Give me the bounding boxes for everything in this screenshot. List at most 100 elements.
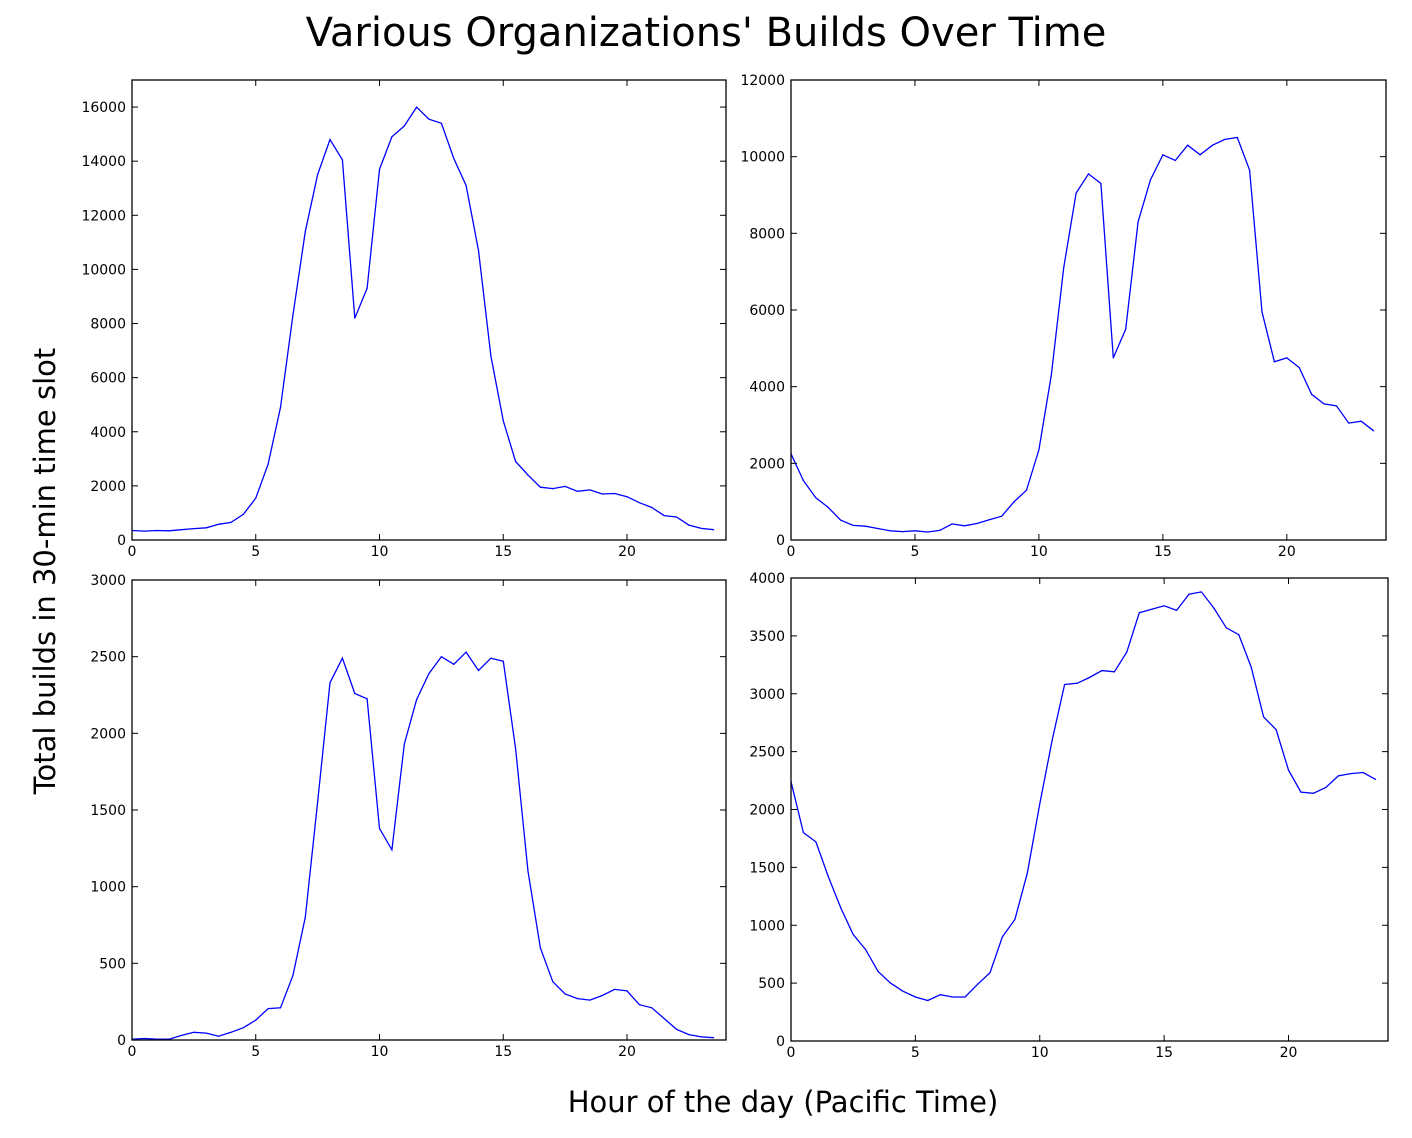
data-point xyxy=(1275,729,1277,731)
y-tick-label: 2500 xyxy=(749,745,785,761)
x-tick-label: 20 xyxy=(618,544,636,560)
data-point xyxy=(1126,651,1128,653)
data-point xyxy=(926,531,929,533)
data-point xyxy=(638,502,641,504)
y-tick-label: 10000 xyxy=(81,262,126,278)
data-point xyxy=(391,136,393,138)
data-point xyxy=(976,522,978,525)
series-line xyxy=(790,591,1376,1002)
data-point xyxy=(1200,591,1202,593)
data-point xyxy=(502,420,504,422)
data-point xyxy=(601,994,603,997)
series-line xyxy=(131,651,714,1040)
data-point xyxy=(1286,357,1288,359)
data-point xyxy=(1311,393,1313,395)
data-point xyxy=(1249,169,1251,171)
data-point xyxy=(1039,803,1041,805)
data-point xyxy=(1174,159,1176,162)
data-point xyxy=(1176,609,1178,612)
data-point xyxy=(304,230,306,233)
data-point xyxy=(939,529,941,532)
data-point xyxy=(802,832,805,834)
data-point xyxy=(440,656,442,658)
data-point xyxy=(1064,683,1066,686)
data-point xyxy=(651,506,653,509)
data-point xyxy=(564,485,566,487)
data-point xyxy=(502,660,504,662)
x-tick-label: 20 xyxy=(1280,1045,1298,1061)
x-tick-label: 0 xyxy=(787,544,796,560)
data-point xyxy=(428,118,430,120)
y-tick-label: 3500 xyxy=(749,629,785,645)
data-point xyxy=(267,463,269,465)
data-point xyxy=(1373,430,1375,432)
data-point xyxy=(626,496,628,498)
data-point xyxy=(1113,671,1115,673)
data-point xyxy=(614,492,616,495)
data-point xyxy=(1323,403,1325,405)
data-point xyxy=(864,525,867,527)
data-point xyxy=(193,528,195,530)
data-point xyxy=(1261,311,1263,313)
x-tick-label: 0 xyxy=(787,1045,796,1061)
data-point xyxy=(889,530,891,532)
x-tick-label: 20 xyxy=(618,1044,636,1060)
data-point xyxy=(902,990,904,992)
data-point xyxy=(802,480,805,482)
data-point xyxy=(515,460,517,463)
data-point xyxy=(341,159,343,161)
data-point xyxy=(539,947,542,949)
data-point xyxy=(713,529,715,531)
data-point xyxy=(1087,173,1090,175)
data-point xyxy=(143,1037,145,1040)
data-point xyxy=(688,1034,690,1036)
data-point xyxy=(589,489,591,491)
data-point xyxy=(205,527,207,529)
data-point xyxy=(453,157,455,160)
x-tick-label: 15 xyxy=(494,544,512,560)
y-tick-label: 2000 xyxy=(90,479,126,495)
y-tick-label: 4000 xyxy=(90,425,126,441)
y-tick-label: 1000 xyxy=(749,918,785,934)
data-point xyxy=(354,692,356,695)
data-point xyxy=(1001,515,1003,517)
data-point xyxy=(143,530,145,532)
data-point xyxy=(576,998,579,1000)
data-point xyxy=(391,849,393,851)
data-point xyxy=(1101,670,1103,672)
data-point xyxy=(440,122,442,124)
data-point xyxy=(638,1004,641,1006)
y-tick-label: 1000 xyxy=(90,880,126,896)
data-point xyxy=(416,106,418,108)
data-point xyxy=(1225,627,1227,629)
data-point xyxy=(205,1032,207,1034)
data-point xyxy=(378,827,381,830)
data-point xyxy=(329,138,331,141)
data-point xyxy=(1375,778,1377,781)
data-point xyxy=(1188,593,1190,595)
y-tick-label: 8000 xyxy=(749,226,785,242)
data-point xyxy=(663,1017,665,1020)
x-tick-label: 15 xyxy=(494,1044,512,1060)
x-tick-label: 0 xyxy=(128,1044,137,1060)
data-point xyxy=(815,497,817,499)
data-point xyxy=(416,699,418,701)
y-tick-label: 14000 xyxy=(81,154,126,170)
data-point xyxy=(927,999,929,1002)
y-tick-label: 0 xyxy=(117,1033,126,1049)
data-point xyxy=(1287,769,1290,771)
y-tick-label: 4000 xyxy=(749,380,785,396)
data-point xyxy=(465,651,467,653)
data-point xyxy=(840,519,842,521)
y-tick-label: 2000 xyxy=(749,456,785,472)
data-point xyxy=(675,516,678,518)
x-tick-label: 5 xyxy=(251,544,260,560)
data-point xyxy=(292,975,294,977)
data-point xyxy=(1025,489,1028,491)
data-point xyxy=(663,515,665,517)
y-tick-label: 10000 xyxy=(740,150,785,166)
data-point xyxy=(1076,682,1078,684)
data-point xyxy=(1050,374,1052,376)
y-tick-label: 12000 xyxy=(740,73,785,89)
y-tick-label: 8000 xyxy=(90,317,126,333)
